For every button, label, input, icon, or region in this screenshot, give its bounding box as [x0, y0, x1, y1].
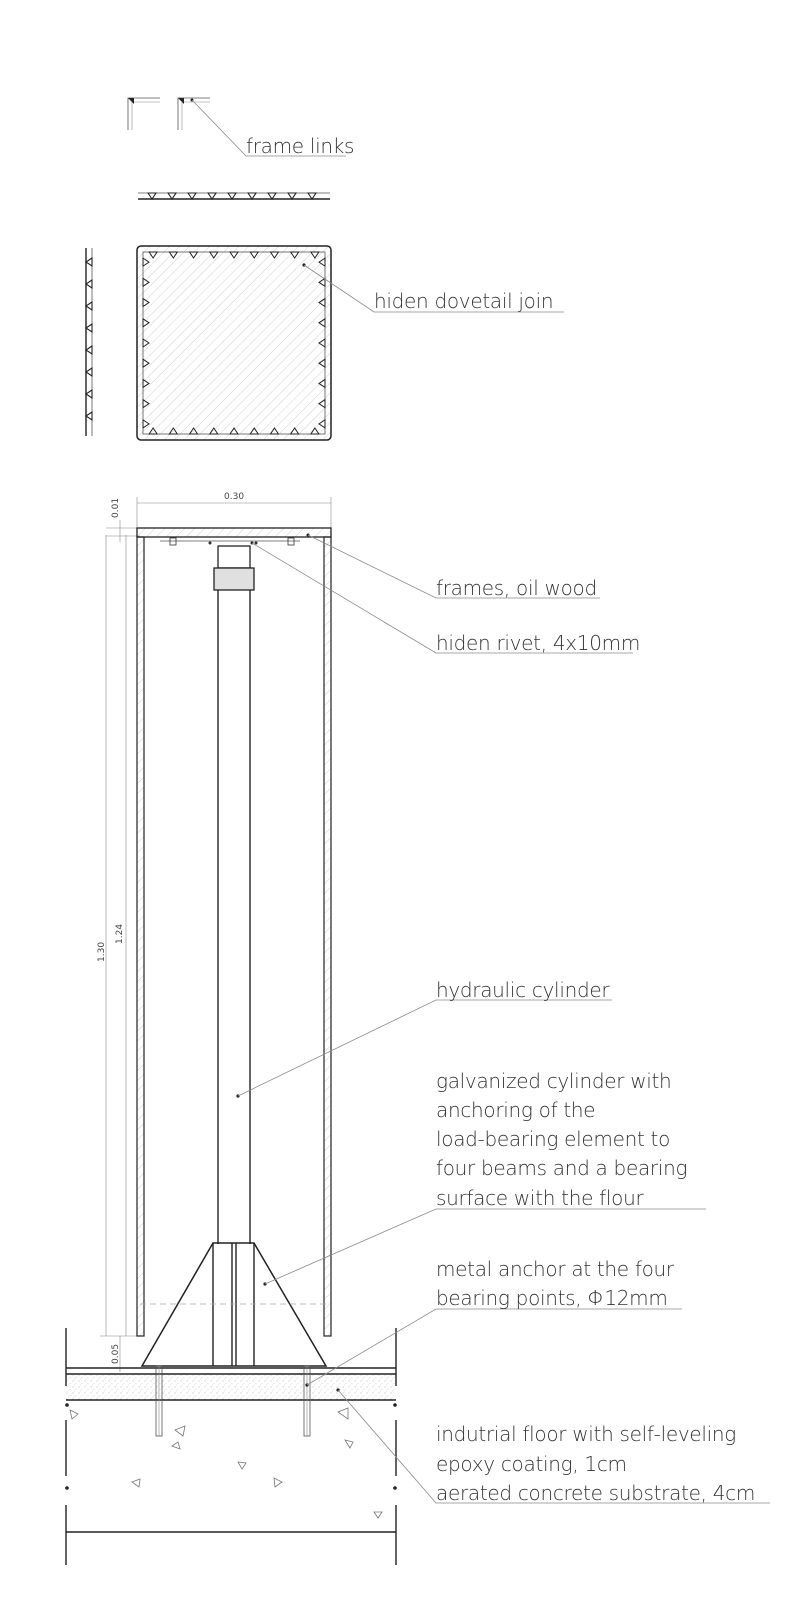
floor-line-3: aerated concrete substrate, 4cm [436, 1481, 755, 1505]
frames-label: frames, oil wood [436, 576, 597, 600]
dovetail-notch [229, 427, 239, 435]
dovetail-notch [142, 378, 150, 389]
rivet-label: hiden rivet, 4x10mm [436, 631, 640, 655]
anchor-line-1: metal anchor at the four [436, 1257, 675, 1281]
frame-links-label: frame links [246, 134, 354, 158]
dovetail-notch [318, 358, 326, 369]
dovetail-notch [148, 251, 159, 259]
side-frames [136, 536, 332, 1337]
dovetail-notch [208, 427, 219, 435]
dovetail-notch [142, 317, 150, 328]
floor-section [65, 1328, 397, 1565]
dovetail-notch [208, 251, 219, 259]
dovetail-notch [142, 398, 150, 409]
floor-line-1: indutrial floor with self-leveling [436, 1422, 736, 1446]
dovetail-notch [318, 277, 326, 288]
dovetail-notch [318, 297, 326, 308]
dovetail-notch [289, 251, 300, 259]
dovetail-notch [188, 251, 199, 259]
dovetail-notch [318, 418, 326, 429]
base-anchor [140, 1242, 330, 1367]
dovetail-notch [318, 398, 326, 409]
dovetail-panel-plan [136, 245, 564, 441]
dovetail-notch [269, 251, 280, 259]
dovetail-notch [168, 427, 179, 435]
dovetail-notch [148, 427, 159, 435]
dovetail-notch [318, 338, 326, 348]
anchor-line-2: bearing points, Φ12mm [436, 1286, 668, 1310]
hydraulic-cylinder [213, 545, 255, 1244]
floor-line-2: epoxy coating, 1cm [436, 1452, 627, 1476]
dim-base: 0.05 [111, 1344, 121, 1364]
dim-top: 0.01 [111, 498, 121, 518]
dovetail-notch [188, 427, 199, 435]
dovetail-notch [249, 427, 260, 435]
dovetail-notch [229, 251, 239, 259]
dovetail-notch [142, 338, 150, 348]
galvanized-line-4: four beams and a bearing [436, 1156, 687, 1180]
dovetail-notch [318, 378, 326, 389]
dovetail-notch [318, 257, 326, 268]
dovetail-notch [318, 317, 326, 328]
leader-lines [237, 534, 770, 1504]
galvanized-line-5: surface with the flour [436, 1186, 644, 1210]
dovetail-notch [269, 427, 280, 435]
dovetail-notch [142, 257, 150, 268]
dim-inner-height: 1.24 [115, 924, 125, 944]
dovetail-notch [309, 427, 320, 435]
dovetail-notch [289, 427, 300, 435]
dovetail-strip-vertical [85, 248, 93, 436]
dovetail-label: hiden dovetail join [374, 289, 553, 313]
dovetail-notch [142, 358, 150, 369]
dovetail-strip-horizontal [138, 192, 330, 200]
galvanized-line-2: anchoring of the [436, 1098, 595, 1122]
dovetail-notch [249, 251, 260, 259]
dovetail-notch [168, 251, 179, 259]
dim-width: 0.30 [224, 492, 244, 502]
dovetail-notch [142, 418, 150, 429]
dim-total-height: 1.30 [97, 942, 107, 962]
dovetail-notch [142, 277, 150, 288]
galvanized-line-1: galvanized cylinder with [436, 1069, 671, 1093]
dovetail-notch [309, 251, 320, 259]
galvanized-line-3: load-bearing element to [436, 1127, 670, 1151]
dimension-lines [100, 497, 332, 1372]
top-cap [136, 527, 332, 546]
hydraulic-label: hydraulic cylinder [436, 978, 610, 1002]
dovetail-notch [142, 297, 150, 308]
frame-links-detail [127, 97, 346, 157]
